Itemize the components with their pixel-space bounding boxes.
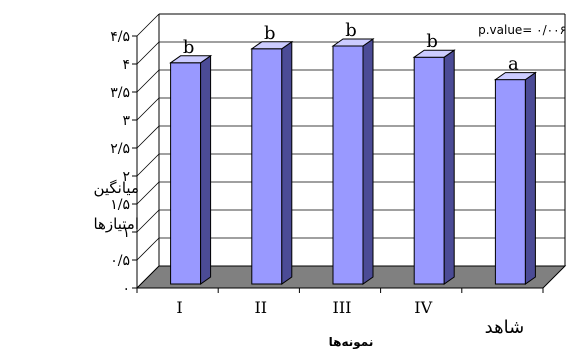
x-tick-label: IV: [414, 298, 432, 317]
bar: [494, 79, 526, 285]
y-tick-label: ۴/۵: [110, 29, 130, 45]
y-tick-label: ۰/۵: [110, 253, 130, 269]
significance-letter: b: [345, 20, 357, 41]
y-axis-label-line1: میانگین: [93, 179, 139, 197]
y-tick-label: ۱/۵: [110, 197, 130, 213]
y-tick-labels: ۰ ۰/۵ ۱ ۱/۵ ۲ ۲/۵ ۳ ۳/۵ ۴ ۴/۵: [110, 29, 130, 297]
significance-letter: b: [264, 23, 276, 44]
y-tick-label: ۲/۵: [110, 141, 130, 157]
side-wall-gridline: [136, 13, 160, 37]
side-wall-gridline: [136, 209, 160, 233]
bar-side: [281, 40, 293, 285]
y-tick-label: ۲: [122, 169, 130, 185]
significance-letter: b: [183, 37, 195, 58]
bar-top: [493, 72, 537, 81]
x-tick-label: II: [254, 298, 267, 317]
bar-side: [362, 38, 374, 285]
y-tick-label: ۳: [122, 113, 130, 129]
bar: [251, 48, 283, 285]
y-tick-label: ۰: [122, 281, 130, 297]
bar: [413, 56, 445, 285]
x-axis-label: نمونه‌ها: [329, 335, 374, 350]
p-value-annotation: p.value= ۰/۰۰۶: [478, 23, 566, 37]
bar-side: [524, 71, 536, 285]
bar-top: [331, 38, 375, 47]
x-tick-label: I: [176, 298, 182, 317]
significance-letters: b b b b a: [183, 20, 519, 75]
y-tick-label: ۳/۵: [110, 85, 130, 101]
bar: [332, 45, 364, 285]
bar-top: [250, 41, 294, 50]
side-wall-gridline: [136, 69, 160, 93]
bar-side: [200, 54, 212, 285]
x-tick-label: III: [333, 298, 352, 317]
side-wall-gridline: [136, 41, 160, 65]
side-wall-gridline: [136, 237, 160, 261]
bar: [170, 62, 202, 285]
side-wall-gridline: [136, 181, 160, 205]
significance-letter: a: [508, 54, 519, 75]
y-tick-label: ۴: [122, 57, 130, 73]
bar-side: [443, 49, 455, 285]
y-axis-label-line2: امتیازها: [93, 215, 139, 233]
significance-letter: b: [426, 31, 438, 52]
bar-top: [169, 55, 213, 64]
y-tick-label: ۱: [122, 225, 130, 241]
side-wall-gridline: [136, 125, 160, 149]
bar-top: [412, 49, 456, 58]
side-wall-gridline: [136, 97, 160, 121]
side-wall-gridline: [136, 153, 160, 177]
chart-bars: [169, 38, 537, 285]
x-tick-label: شاهد: [485, 317, 525, 338]
